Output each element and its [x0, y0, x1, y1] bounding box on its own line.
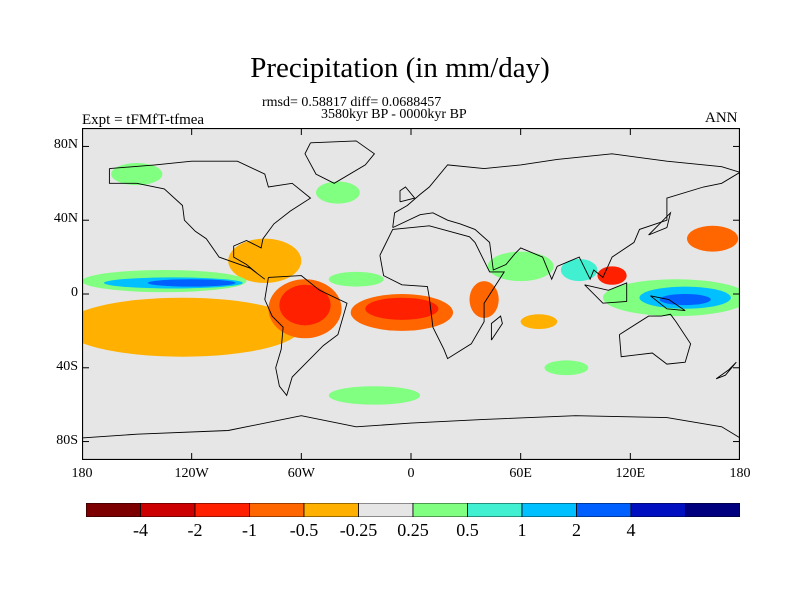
colorbar-label: 0.5 — [456, 520, 479, 540]
coastline-australia — [618, 313, 692, 365]
anomaly-south-indian-wetting — [544, 360, 589, 376]
y-tick-label: 40N — [53, 211, 78, 227]
anomaly-southern-ocean-wetting — [328, 386, 421, 405]
coastline-north-america — [108, 160, 312, 280]
anomaly-east-africa-drying — [469, 281, 499, 318]
map-frame — [82, 128, 740, 460]
anomaly-maritime-continent-drying — [597, 266, 627, 285]
anomaly-south-atlantic-drying — [365, 297, 439, 320]
coastline-british-isles — [399, 186, 416, 203]
colorbar-swatch — [140, 503, 196, 517]
y-tick-label: 0 — [71, 285, 78, 300]
colorbar-swatch — [358, 503, 414, 517]
colorbar-swatch — [685, 503, 740, 517]
anomaly-east-pacific-wetting-core — [147, 279, 236, 287]
anomaly-tropical-atlantic-wetting — [328, 271, 384, 287]
anomaly-arabian-sea-wetting — [487, 251, 554, 282]
anomaly-north-atlantic-wetting — [315, 181, 360, 204]
colorbar-swatch — [576, 503, 632, 517]
x-tick-label: 180 — [71, 466, 93, 481]
coastline-south-america — [264, 275, 348, 397]
x-tick-label: 120W — [174, 466, 209, 481]
colorbar-label: -0.5 — [289, 520, 319, 540]
x-tick-label: 120E — [615, 466, 646, 481]
x-tick-label: 60E — [509, 466, 532, 481]
coastline-japan — [648, 211, 672, 236]
colorbar-swatch — [521, 503, 577, 517]
colorbar — [86, 503, 740, 517]
anomaly-amazon-drying — [279, 284, 331, 326]
anomaly-south-pacific-drying-halo — [82, 297, 302, 357]
precipitation-anomaly-map — [82, 128, 740, 460]
colorbar-label: 2 — [572, 520, 581, 540]
colorbar-swatch — [630, 503, 686, 517]
colorbar-swatch — [86, 503, 141, 517]
colorbar-swatch — [467, 503, 523, 517]
anomaly-north-pacific-drying — [686, 225, 739, 252]
y-tick-label: 80S — [56, 432, 78, 448]
x-tick-label: 0 — [407, 466, 415, 481]
colorbar-label: -1 — [242, 520, 257, 540]
colorbar-label: 0.25 — [397, 520, 429, 540]
coastline-greenland — [304, 140, 376, 184]
colorbar-swatch — [412, 503, 468, 517]
colorbar-label: 1 — [517, 520, 527, 540]
colorbar-swatch — [303, 503, 359, 517]
coastline-madagascar — [490, 315, 503, 341]
colorbar-label: 4 — [626, 520, 636, 540]
coastline-africa — [379, 225, 506, 360]
coastline-antarctica — [82, 415, 740, 439]
coastline-borneo-sumatra — [584, 282, 628, 304]
y-tick-label: 80N — [53, 137, 78, 153]
anomaly-caribbean-drying-halo — [228, 238, 302, 283]
coastline-new-zealand — [715, 361, 737, 380]
anomaly-alaska-wetting — [111, 163, 163, 186]
colorbar-label: -0.25 — [339, 520, 378, 540]
coastline-eurasia — [392, 153, 740, 281]
x-tick-label: 180 — [729, 466, 751, 481]
season-label: ANN — [705, 110, 738, 126]
coastline-new-guinea — [650, 295, 686, 312]
y-tick-label: 40S — [56, 358, 78, 374]
colorbar-swatch — [194, 503, 250, 517]
time-period: 3580kyr BP - 0000kyr BP — [321, 107, 467, 122]
rmsd-diff-stats: rmsd= 0.58817 diff= 0.0688457 — [262, 95, 442, 110]
experiment-label: Expt = tFMfT-tfmea — [82, 112, 205, 128]
colorbar-swatch — [249, 503, 305, 517]
plot-title: Precipitation (in mm/day) — [250, 52, 550, 84]
anomaly-indian-ocean-drying — [520, 314, 558, 330]
x-tick-label: 60W — [287, 466, 315, 481]
colorbar-label: -4 — [133, 520, 148, 540]
colorbar-label: -2 — [187, 520, 203, 540]
